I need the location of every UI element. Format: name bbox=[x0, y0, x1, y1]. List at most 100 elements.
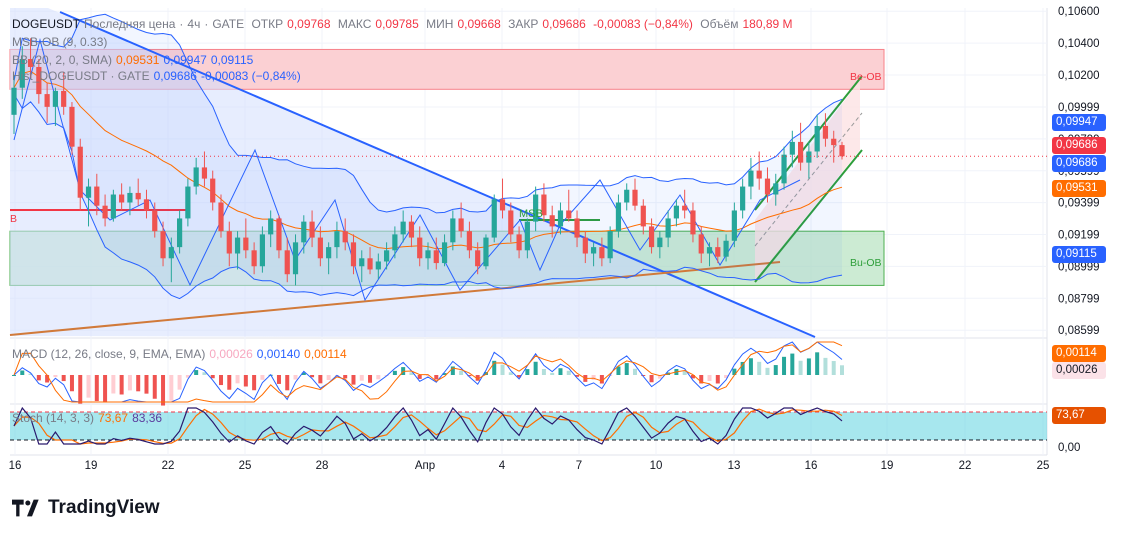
close-label: ЗАКР bbox=[508, 17, 539, 31]
candle-body bbox=[143, 199, 150, 211]
candle-body bbox=[740, 186, 746, 211]
macd-hist-bar bbox=[326, 375, 331, 380]
macd-hist-bar bbox=[707, 375, 712, 381]
macd-hist-bar bbox=[210, 375, 215, 379]
compare-legend[interactable]: Hist_DOGEUSDT · GATE 0,09686 -0,00083 (−0,… bbox=[12, 69, 305, 84]
volume-value: 180,89 M bbox=[742, 17, 793, 31]
macd-hist-bar bbox=[169, 375, 174, 401]
msb-label: MSB bbox=[519, 208, 543, 220]
stoch-legend[interactable]: Stoch (14, 3, 3) 73,67 83,36 bbox=[12, 411, 166, 426]
candle-body bbox=[301, 221, 307, 243]
compare-change: -0,00083 (−0,84%) bbox=[200, 69, 301, 83]
candle-body bbox=[52, 90, 58, 107]
price-tick-label: 0,09199 bbox=[1058, 230, 1100, 242]
macd-hist-bar bbox=[103, 375, 108, 403]
macd-hist-bar bbox=[276, 375, 281, 384]
candle-body bbox=[44, 94, 50, 107]
macd-hist-bar bbox=[94, 375, 99, 402]
tag-close-red: 0,09686 bbox=[1052, 137, 1106, 154]
bb-label: BB (20, 2, 0, SMA) bbox=[12, 53, 113, 67]
macd-hist-bar bbox=[61, 375, 66, 382]
stoch-d-value: 83,36 bbox=[132, 411, 163, 425]
candle-body bbox=[384, 250, 390, 262]
bb-legend[interactable]: BB (20, 2, 0, SMA) 0,09531 0,09947 0,09115 bbox=[12, 53, 257, 68]
candle-body bbox=[243, 237, 249, 251]
macd-hist-bar bbox=[45, 375, 50, 383]
candle-body bbox=[193, 167, 199, 187]
candle-body bbox=[417, 237, 423, 259]
macd-hist-bar bbox=[831, 361, 836, 375]
candle-body bbox=[706, 247, 713, 254]
open-label: ОТКР bbox=[251, 17, 284, 31]
candle-body bbox=[748, 170, 754, 187]
candle-body bbox=[814, 125, 820, 152]
macd-hist-bar bbox=[815, 352, 820, 375]
macd-hist-bar bbox=[53, 375, 58, 378]
candle-body bbox=[135, 192, 141, 200]
macd-hist-bar bbox=[566, 370, 571, 375]
candle-body bbox=[350, 242, 357, 267]
macd-hist-bar bbox=[136, 375, 141, 392]
candle-body bbox=[764, 178, 771, 195]
candle-body bbox=[85, 186, 92, 198]
candle-body bbox=[94, 186, 100, 206]
macd-hist-bar bbox=[533, 361, 538, 375]
price-tick-label: 0,10200 bbox=[1058, 70, 1100, 82]
time-tick-label: 19 bbox=[85, 460, 98, 472]
macd-hist-bar bbox=[616, 366, 621, 375]
macd-hist-bar bbox=[699, 375, 704, 384]
b-label: B bbox=[10, 213, 17, 225]
candle-body bbox=[234, 237, 241, 254]
macd-hist-bar bbox=[417, 375, 422, 379]
macd-hist-bar bbox=[227, 375, 232, 390]
candle-body bbox=[27, 59, 34, 67]
macd-hist-bar bbox=[310, 375, 315, 378]
macd-pane bbox=[12, 341, 844, 406]
macd-legend[interactable]: MACD (12, 26, close, 9, EMA, EMA) 0,00026… bbox=[12, 347, 351, 362]
macd-label: MACD (12, 26, close, 9, EMA, EMA) bbox=[12, 347, 206, 361]
candle-body bbox=[19, 59, 25, 88]
macd-hist-bar bbox=[525, 369, 530, 375]
macd-hist-bar bbox=[765, 367, 770, 375]
macd-hist-bar bbox=[144, 375, 149, 394]
stoch-pane bbox=[10, 406, 1047, 445]
candle-body bbox=[334, 231, 340, 248]
time-tick-label: 13 bbox=[728, 460, 741, 472]
macd-hist-bar bbox=[715, 375, 720, 384]
macd-hist-bar bbox=[690, 375, 695, 379]
candle-body bbox=[789, 141, 795, 155]
tag-macd-hist: 0,00026 bbox=[1052, 362, 1106, 379]
candle-body bbox=[615, 202, 622, 232]
candle-body bbox=[632, 189, 638, 206]
macd-hist-bar bbox=[773, 365, 778, 375]
candle-body bbox=[317, 237, 323, 259]
macd-hist-bar bbox=[442, 373, 447, 375]
macd-hist-bar bbox=[111, 375, 116, 394]
macd-hist-bar bbox=[12, 375, 16, 376]
bb-upper-value: 0,09947 bbox=[163, 53, 207, 67]
candle-body bbox=[441, 242, 448, 264]
time-tick-label: 25 bbox=[1037, 460, 1050, 472]
macd-hist-bar bbox=[368, 375, 373, 383]
candle-body bbox=[218, 202, 224, 232]
tag-macd-signal: 0,00114 bbox=[1052, 345, 1106, 362]
price-tick-label: 0,08799 bbox=[1058, 293, 1100, 305]
stoch-d-line bbox=[13, 408, 843, 445]
be-ob-label: Be-OB bbox=[850, 71, 882, 83]
macd-hist-bar bbox=[624, 363, 629, 375]
candle-body bbox=[483, 237, 489, 267]
macd-hist-bar bbox=[252, 375, 257, 391]
macd-hist-bar bbox=[475, 375, 480, 381]
high-label: МАКС bbox=[337, 17, 372, 31]
close-value: 0,09686 bbox=[542, 17, 586, 31]
bb-lower-value: 0,09115 bbox=[210, 53, 254, 67]
brand-logo[interactable]: TradingView bbox=[12, 497, 160, 519]
compare-label: Hist_DOGEUSDT · GATE bbox=[12, 69, 150, 83]
candle-body bbox=[566, 210, 572, 219]
candle-body bbox=[425, 250, 431, 259]
candle-body bbox=[342, 231, 348, 243]
low-value: 0,09668 bbox=[457, 17, 501, 31]
msb-legend[interactable]: MSB-OB (9, 0.33) bbox=[12, 35, 108, 49]
